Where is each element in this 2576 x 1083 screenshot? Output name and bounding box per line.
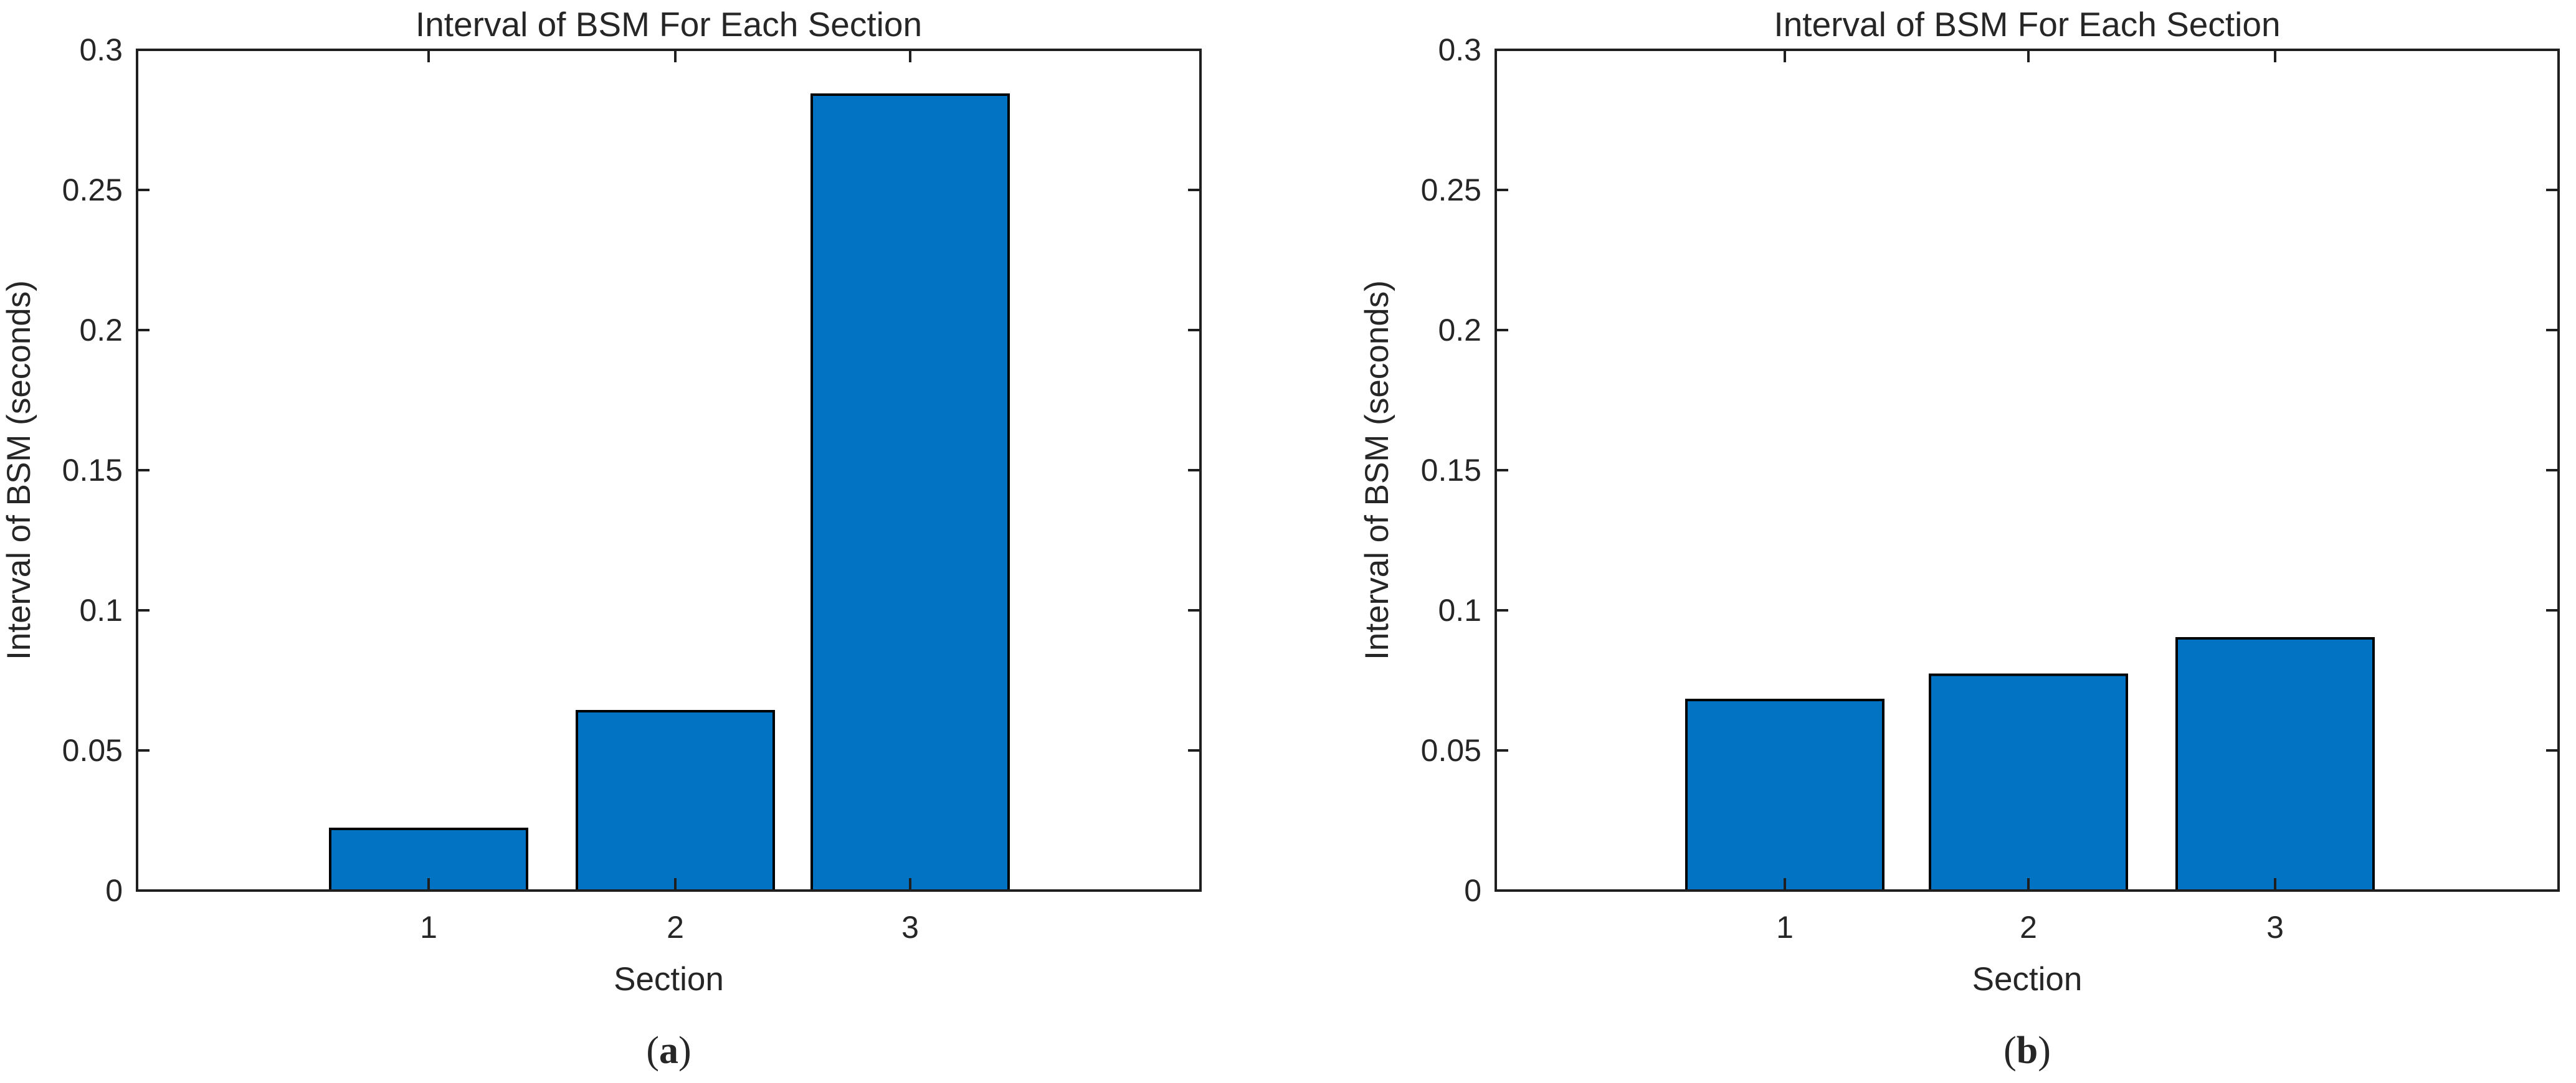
- bar-a-section-2: [576, 710, 775, 892]
- caption-letter: b: [2017, 1029, 2038, 1072]
- x-tick-label: 2: [2020, 910, 2037, 945]
- bar-b-section-2: [1929, 673, 2128, 892]
- bar-b-section-1: [1685, 699, 1884, 892]
- y-tick-label: 0.2: [1438, 313, 1481, 348]
- caption-open-paren: (: [646, 1029, 659, 1072]
- y-tick-label: 0.2: [79, 313, 123, 348]
- x-tick-label: 1: [420, 910, 437, 945]
- x-tick-label: 2: [667, 910, 684, 945]
- y-tick-label: 0.05: [1421, 733, 1481, 768]
- panel-caption-b: (b): [2003, 1029, 2051, 1072]
- y-tick-label: 0.15: [1421, 453, 1481, 488]
- bar-b-section-3: [2175, 637, 2375, 892]
- y-tick-label: 0.25: [62, 173, 123, 207]
- y-tick-label: 0: [105, 873, 123, 908]
- y-axis-label-a: Interval of BSM (seconds): [1, 280, 37, 660]
- y-tick-label: 0: [1464, 873, 1481, 908]
- caption-open-paren: (: [2003, 1029, 2017, 1072]
- y-tick-label: 0.1: [79, 593, 123, 628]
- chart-title-b: Interval of BSM For Each Section: [1774, 5, 2280, 44]
- caption-close-paren: ): [2038, 1029, 2051, 1072]
- chart-title-a: Interval of BSM For Each Section: [416, 5, 922, 44]
- y-tick-label: 0.3: [79, 32, 123, 67]
- caption-letter: a: [659, 1029, 678, 1072]
- y-axis-label-b: Interval of BSM (seconds): [1359, 280, 1395, 660]
- x-axis-label-a: Section: [614, 961, 724, 998]
- caption-close-paren: ): [678, 1029, 692, 1072]
- bar-a-section-3: [810, 93, 1010, 892]
- x-axis-label-b: Section: [1972, 961, 2083, 998]
- x-tick-label: 3: [901, 910, 919, 945]
- y-tick-label: 0.3: [1438, 32, 1481, 67]
- chart-panel-a: 0 0.05 0.1 0.15 0.2 0.25 0.3 1 2 3 Interval of BSM…: [1, 5, 1202, 1072]
- y-tick-label: 0.1: [1438, 593, 1481, 628]
- panel-caption-a: (a): [646, 1029, 691, 1072]
- x-tick-label: 3: [2266, 910, 2284, 945]
- y-tick-label: 0.05: [62, 733, 123, 768]
- x-tick-label: 1: [1776, 910, 1794, 945]
- y-tick-label: 0.15: [62, 453, 123, 488]
- chart-panel-b: 0 0.05 0.1 0.15 0.2 0.25 0.3 1 2 3 Interval of BSM…: [1359, 5, 2560, 1072]
- y-tick-label: 0.25: [1421, 173, 1481, 207]
